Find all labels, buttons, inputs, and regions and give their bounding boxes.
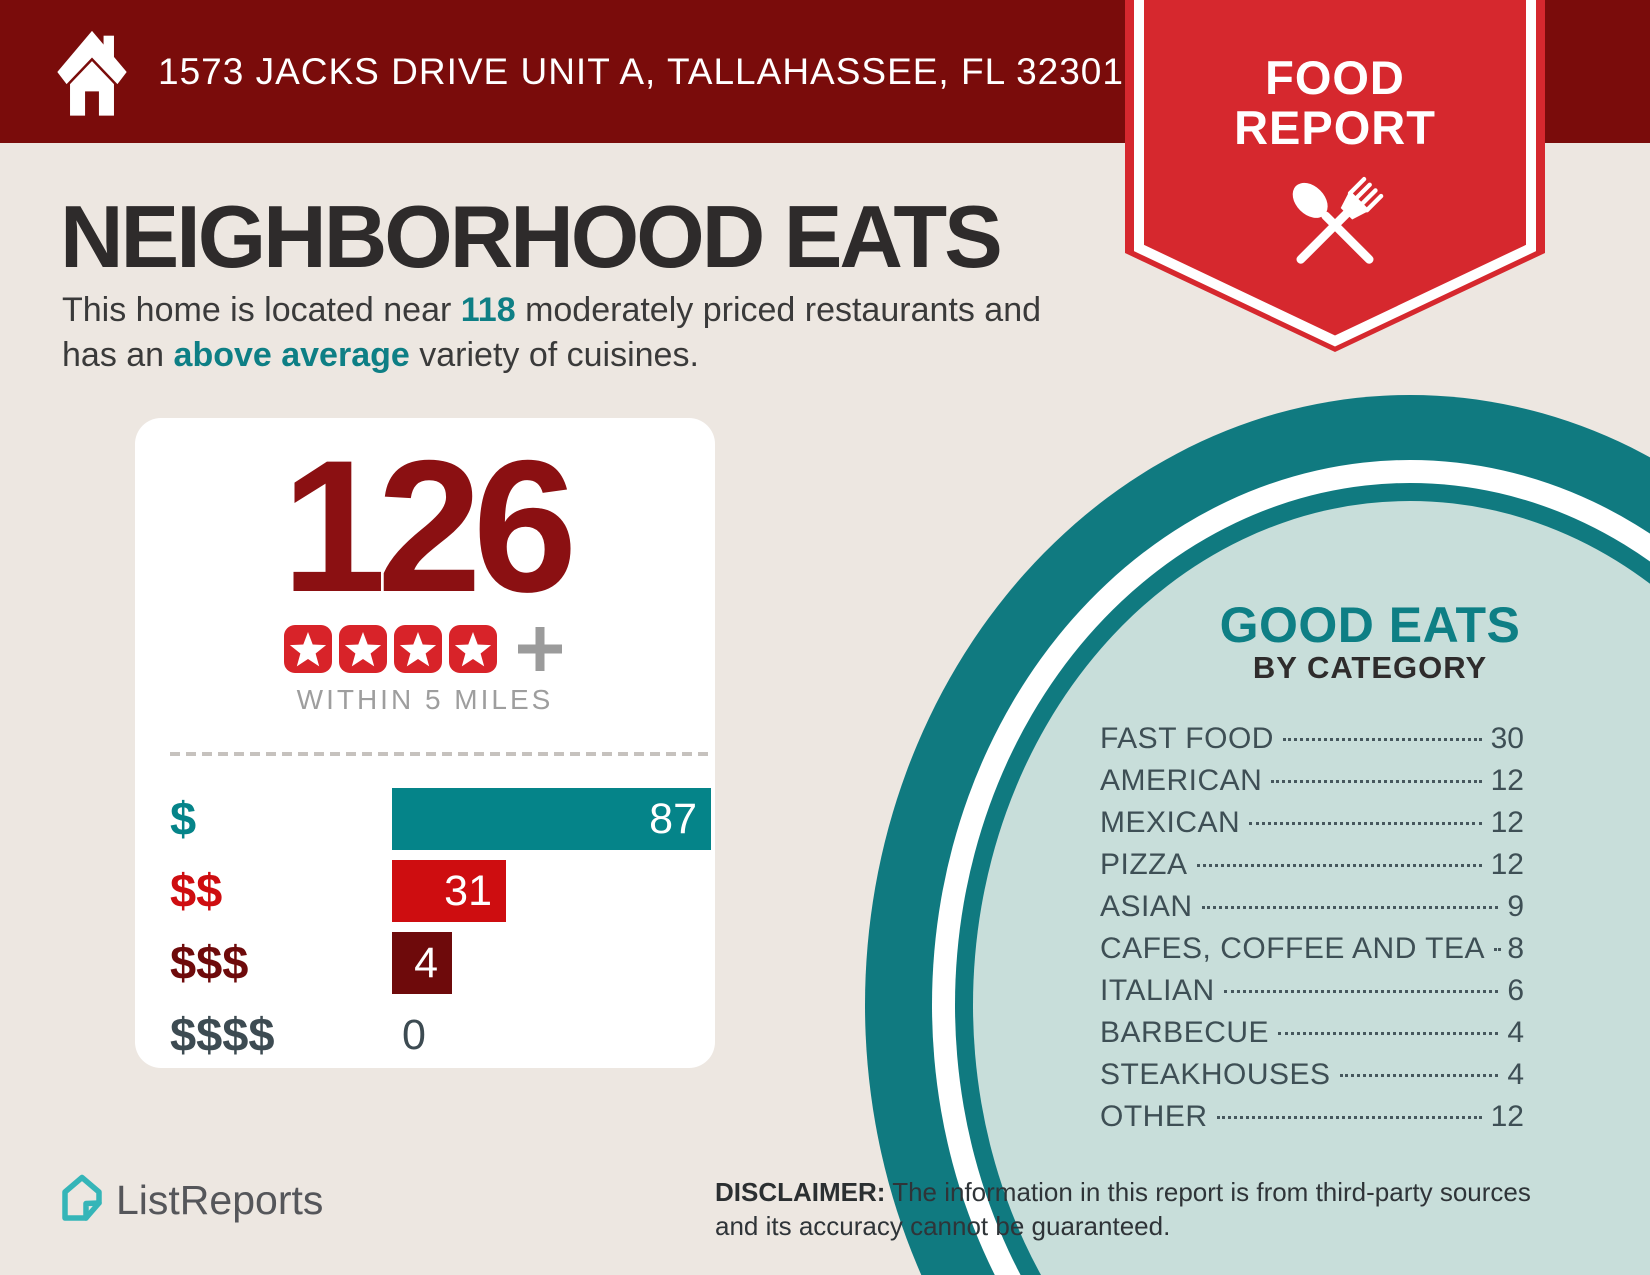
page-subtitle: This home is located near 118 moderately…: [62, 288, 1142, 378]
category-label: CAFES, COFFEE AND TEA: [1100, 932, 1486, 965]
category-label: PIZZA: [1100, 848, 1188, 881]
category-label: STEAKHOUSES: [1100, 1058, 1331, 1091]
price-level-bar-chart: $87 $$ 31 $$$ 4 $$$$ 0: [170, 788, 711, 1076]
category-row: CAFES, COFFEE AND TEA 8: [1100, 932, 1524, 974]
star-icon: [394, 625, 442, 673]
property-address: 1573 JACKS DRIVE UNIT A, TALLAHASSEE, FL…: [158, 51, 1124, 92]
category-row: FAST FOOD 30: [1100, 722, 1524, 764]
price-label: $: [170, 792, 197, 845]
subtitle-text: moderately priced restaurants and: [515, 291, 1042, 329]
dotted-leader: [1282, 738, 1482, 741]
category-row: PIZZA 12: [1100, 848, 1524, 890]
restaurant-stat-card: 126 WITHIN 5 MILES $87 $$ 31 $$$ 4 $$$$ 0: [135, 418, 715, 1068]
ribbon-title-line1: FOOD: [1265, 51, 1405, 104]
star-icon: [339, 625, 387, 673]
category-value: 12: [1490, 1100, 1524, 1133]
price-label: $$$: [170, 936, 249, 989]
bar-row: $87: [170, 788, 711, 850]
category-value: 12: [1490, 764, 1524, 797]
dotted-leader: [1339, 1074, 1499, 1077]
category-value: 30: [1490, 722, 1524, 755]
bar-track: 0: [392, 1004, 711, 1066]
disclaimer-text: The information in this report is from t…: [715, 1177, 1531, 1241]
category-label: ASIAN: [1100, 890, 1193, 923]
category-label: MEXICAN: [1100, 806, 1241, 839]
plus-icon: [514, 623, 566, 675]
category-row: BARBECUE 4: [1100, 1016, 1524, 1058]
category-label: ITALIAN: [1100, 974, 1215, 1007]
category-row: AMERICAN 12: [1100, 764, 1524, 806]
radius-caption: WITHIN 5 MILES: [296, 684, 554, 715]
category-row: ASIAN 9: [1100, 890, 1524, 932]
bar-row: $$ 31: [170, 860, 711, 922]
star-rating: [135, 623, 715, 675]
logo-text: ListReports: [116, 1177, 324, 1223]
bar-value: 0: [402, 1011, 426, 1059]
good-eats-title: GOOD EATS: [1219, 597, 1521, 653]
bar-track: 4: [392, 932, 711, 994]
dotted-leader: [1494, 948, 1499, 951]
bar-row: $$$$ 0: [170, 1004, 711, 1066]
dotted-leader: [1201, 906, 1499, 909]
category-row: ITALIAN 6: [1100, 974, 1524, 1016]
listreports-logo: ListReports: [58, 1172, 323, 1229]
bar: 87: [392, 788, 711, 850]
crossed-spoon-fork-icon: [1193, 155, 1477, 295]
category-label: FAST FOOD: [1100, 722, 1274, 755]
bar-row: $$$ 4: [170, 932, 711, 994]
dotted-leader: [1216, 1116, 1482, 1119]
dotted-leader: [1249, 822, 1482, 825]
disclaimer: DISCLAIMER: The information in this repo…: [715, 1176, 1560, 1244]
disclaimer-label: DISCLAIMER:: [715, 1177, 886, 1207]
category-row: OTHER 12: [1100, 1100, 1524, 1142]
house-page-icon: [58, 1172, 106, 1229]
food-report-ribbon: FOOD REPORT: [1125, 0, 1545, 362]
category-value: 12: [1490, 848, 1524, 881]
dotted-leader: [1223, 990, 1499, 993]
bar: 31: [392, 860, 506, 922]
bar-track: 87: [392, 788, 711, 850]
bar-value: 31: [444, 866, 492, 915]
bar-value: 87: [649, 794, 697, 843]
category-value: 8: [1507, 932, 1524, 965]
category-value: 9: [1507, 890, 1524, 923]
home-icon: [55, 26, 129, 118]
star-icon: [449, 625, 497, 673]
category-label: AMERICAN: [1100, 764, 1263, 797]
category-value: 4: [1507, 1016, 1524, 1049]
category-value: 6: [1507, 974, 1524, 1007]
price-label: $$: [170, 864, 223, 917]
category-list: FAST FOOD 30 AMERICAN 12 MEXICAN 12 PIZZA 12 ASI…: [1100, 722, 1524, 1142]
star-icon: [284, 625, 332, 673]
variety-highlight: above average: [173, 336, 410, 374]
dotted-leader: [1278, 1032, 1499, 1035]
subtitle-text: has an: [62, 336, 174, 374]
subtitle-text: This home is located near: [62, 291, 461, 329]
bar-value: 4: [414, 938, 438, 987]
category-label: OTHER: [1100, 1100, 1208, 1133]
dotted-leader: [1196, 864, 1482, 867]
category-row: MEXICAN 12: [1100, 806, 1524, 848]
ribbon-title-line2: REPORT: [1234, 101, 1436, 154]
restaurant-count: 126: [281, 421, 578, 631]
dashed-divider: [170, 752, 710, 756]
category-value: 4: [1507, 1058, 1524, 1091]
category-value: 12: [1490, 806, 1524, 839]
bar-track: 31: [392, 860, 711, 922]
subtitle-text: variety of cuisines.: [409, 336, 699, 374]
category-label: BARBECUE: [1100, 1016, 1270, 1049]
bar: 4: [392, 932, 452, 994]
restaurant-count-highlight: 118: [460, 291, 516, 329]
dotted-leader: [1271, 780, 1482, 783]
page-title: NEIGHBORHOOD EATS: [60, 187, 1003, 286]
good-eats-subtitle: BY CATEGORY: [1252, 650, 1488, 685]
category-row: STEAKHOUSES 4: [1100, 1058, 1524, 1100]
price-label: $$$$: [170, 1008, 275, 1061]
